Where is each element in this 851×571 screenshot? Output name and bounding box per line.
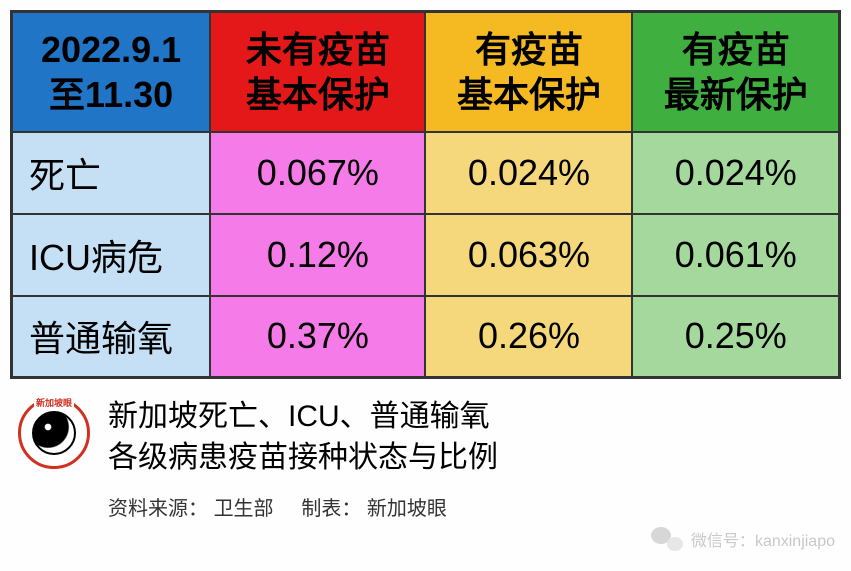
footer-source: 资料来源： 卫生部 制表： 新加坡眼 <box>108 492 841 521</box>
row-label-2: 普通输氧 <box>12 296 211 378</box>
data-cell-2-1: 0.26% <box>425 296 632 378</box>
footer-text-block: 新加坡死亡、ICU、普通输氧 各级病患疫苗接种状态与比例 资料来源： 卫生部 制… <box>108 397 841 521</box>
row-label-1: ICU病危 <box>12 214 211 296</box>
watermark-text: 微信号：kanxinjiapo <box>691 527 835 551</box>
row-label-0: 死亡 <box>12 132 211 214</box>
table-header-1: 未有疫苗基本保护 <box>210 12 425 132</box>
watermark-value: kanxinjiapo <box>755 533 835 550</box>
logo-inner-eye <box>32 411 76 455</box>
logo-eye-icon: 新加坡眼 <box>18 397 90 469</box>
data-cell-1-2: 0.061% <box>632 214 839 296</box>
maker-value: 新加坡眼 <box>367 498 447 520</box>
watermark-label: 微信号： <box>691 533 755 550</box>
data-cell-1-1: 0.063% <box>425 214 632 296</box>
table-header-row: 2022.9.1至11.30未有疫苗基本保护有疫苗基本保护有疫苗最新保护 <box>12 12 840 132</box>
footer-title-line2: 各级病患疫苗接种状态与比例 <box>108 441 498 474</box>
data-cell-1-0: 0.12% <box>210 214 425 296</box>
source-label: 资料来源： <box>108 498 208 520</box>
wechat-icon <box>651 525 683 553</box>
source-value: 卫生部 <box>214 498 274 520</box>
footer-title: 新加坡死亡、ICU、普通输氧 各级病患疫苗接种状态与比例 <box>108 397 841 478</box>
footer: 新加坡眼 新加坡死亡、ICU、普通输氧 各级病患疫苗接种状态与比例 资料来源： … <box>10 397 841 521</box>
logo-label: 新加坡眼 <box>34 396 74 409</box>
data-cell-0-2: 0.024% <box>632 132 839 214</box>
watermark: 微信号：kanxinjiapo <box>651 525 835 553</box>
vaccine-data-table: 2022.9.1至11.30未有疫苗基本保护有疫苗基本保护有疫苗最新保护 死亡0… <box>10 10 841 379</box>
data-cell-2-2: 0.25% <box>632 296 839 378</box>
data-table-container: 2022.9.1至11.30未有疫苗基本保护有疫苗基本保护有疫苗最新保护 死亡0… <box>10 10 841 379</box>
table-row: 普通输氧0.37%0.26%0.25% <box>12 296 840 378</box>
table-row: ICU病危0.12%0.063%0.061% <box>12 214 840 296</box>
data-cell-0-0: 0.067% <box>210 132 425 214</box>
data-cell-0-1: 0.024% <box>425 132 632 214</box>
table-row: 死亡0.067%0.024%0.024% <box>12 132 840 214</box>
data-cell-2-0: 0.37% <box>210 296 425 378</box>
maker-label: 制表： <box>301 498 361 520</box>
footer-title-line1: 新加坡死亡、ICU、普通输氧 <box>108 400 490 433</box>
table-header-2: 有疫苗基本保护 <box>425 12 632 132</box>
table-header-3: 有疫苗最新保护 <box>632 12 839 132</box>
table-header-0: 2022.9.1至11.30 <box>12 12 211 132</box>
